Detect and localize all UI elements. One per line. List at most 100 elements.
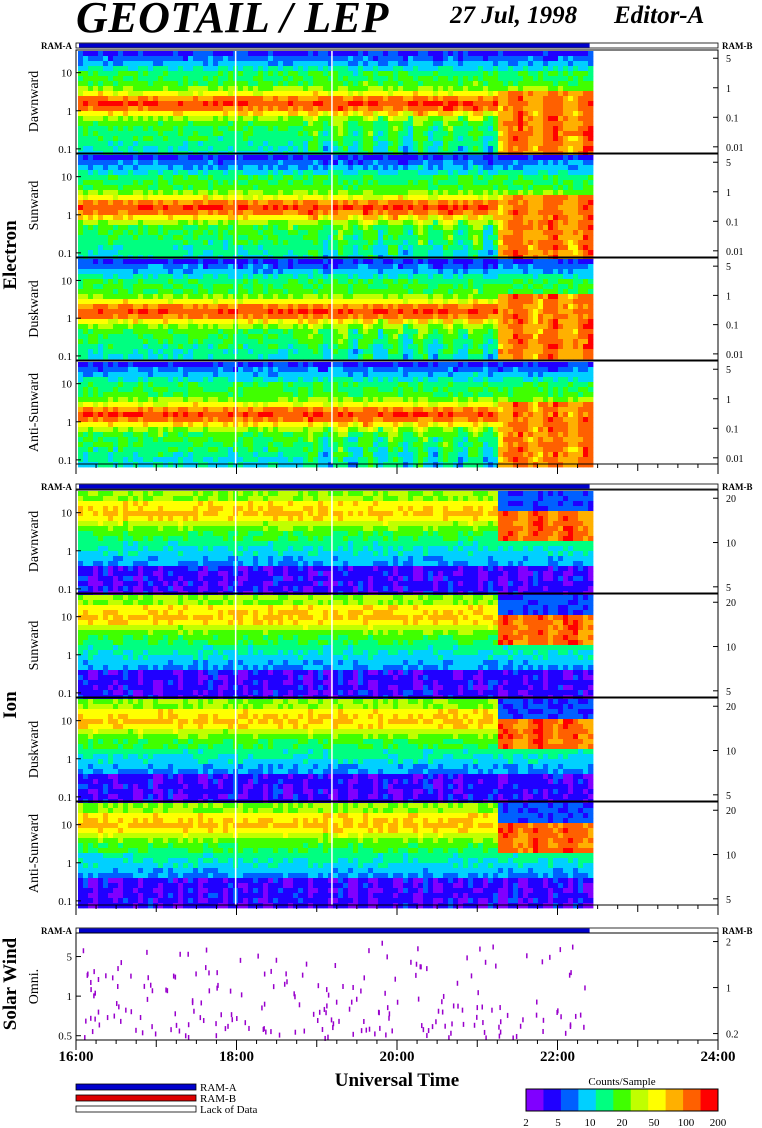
colorbar-segment [700,1089,719,1111]
colorbar-tick-label: 10 [585,1117,597,1128]
left-tick-label: 0.1 [58,688,72,700]
right-tick-label: 20 [726,702,736,713]
legend-swatch [75,1105,197,1113]
editor-label: Editor-A [614,2,705,29]
colorbar-tick-label: 2 [523,1117,529,1128]
mode-bar-left-label: RAM-A [41,926,72,936]
right-tick-label: 5 [726,365,731,376]
colorbar-segment [630,1089,649,1111]
colorbar-tick-label: 100 [678,1117,695,1128]
spectrogram-electron-1 [78,154,594,261]
left-tick-label: 1 [67,546,73,558]
spectrogram-electron-2 [78,258,594,360]
group-label: Solar Wind [0,937,21,1030]
right-tick-label: 0.01 [726,454,744,465]
mode-bar-right-label: RAM-B [722,41,753,51]
x-tick-label: 22:00 [540,1049,575,1065]
right-tick-label: 10 [726,643,736,654]
right-tick-label: 20 [726,598,736,609]
colorbar-segment [665,1089,684,1111]
panel-frame [75,49,719,154]
left-tick-label: 1 [67,210,73,222]
panel-label: Anti-Sunward [27,814,42,893]
colorbar: Counts/Sample 2 5 10 20 50 100 200 [523,1076,727,1128]
panel-frame [75,153,719,258]
left-tick-label: 0.1 [58,896,72,908]
right-tick-label: 10 [726,747,736,758]
colorbar-segment [560,1089,579,1111]
colorbar-segment [613,1089,632,1111]
right-tick-label: 1 [726,188,731,199]
colorbar-segment [526,1089,544,1111]
right-tick-label: 2 [726,938,731,949]
group-label: Electron [0,220,21,290]
time-axis-ticks [75,905,719,915]
right-tick-label: 0.01 [726,143,744,154]
right-tick-label: 5 [726,895,731,906]
spectrogram-electron-0 [78,50,594,157]
left-tick-label: 1 [67,754,73,766]
colorbar-tick-label: 50 [649,1117,661,1128]
left-tick-label: 0.5 [58,1031,72,1043]
page-title: GEOTAIL / LEP [76,0,389,42]
mode-bar-left-label: RAM-A [41,41,72,51]
right-tick-label: 5 [726,583,731,594]
left-tick-label: 1 [67,858,73,870]
left-tick-label: 10 [61,612,73,624]
panel-label: Sunward [27,621,42,671]
right-tick-label: 5 [726,158,731,169]
left-tick-label: 1 [67,313,73,325]
colorbar-segment [595,1089,614,1111]
left-tick-label: 10 [61,716,73,728]
left-tick-label: 1 [67,991,73,1003]
mode-bar-left-label: RAM-A [41,482,72,492]
colorbar-segment [648,1089,667,1111]
spectrogram-ion-1 [78,594,594,701]
mode-bar-electron: RAM-A RAM-B [41,41,753,51]
right-tick-label: 0.01 [726,350,744,361]
right-tick-label: 20 [726,806,736,817]
mode-bar-solar-wind: RAM-A RAM-B [41,926,753,936]
panel-label: Duskward [27,721,42,779]
mode-bar-right-label: RAM-B [722,482,753,492]
date-label: 27 Jul, 1998 [450,2,578,29]
panel-label: Anti-Sunward [27,373,42,452]
right-tick-label: 5 [726,791,731,802]
panel-frame [75,932,719,1041]
panel-label: Sunward [27,181,42,231]
panel-frame [75,697,719,802]
legend-item-label: RAM-A [200,1082,237,1094]
right-tick-label: 0.1 [726,217,739,228]
right-tick-label: 0.01 [726,247,744,258]
x-axis-title: Universal Time [335,1070,459,1091]
right-tick-label: 20 [726,494,736,505]
mode-bar-right-label: RAM-B [722,926,753,936]
left-tick-label: 10 [61,68,73,80]
time-axis-ticks [75,464,719,474]
left-tick-label: 1 [67,417,73,429]
panel-label: Dawnward [27,71,42,132]
panel-label: Omni. [27,969,42,1004]
spectrogram-ion-3 [78,802,594,909]
left-tick-label: 10 [61,275,73,287]
left-tick-label: 5 [67,952,73,964]
left-tick-label: 1 [67,650,73,662]
left-tick-label: 0.1 [58,351,72,363]
colorbar-segment [683,1089,702,1111]
left-tick-label: 0.1 [58,144,72,156]
group-label: Ion [0,691,21,719]
left-tick-label: 0.1 [58,455,72,467]
legend-swatch [75,1094,197,1102]
right-tick-label: 0.1 [726,321,739,332]
panel-frame [75,593,719,698]
left-tick-label: 0.1 [58,248,72,260]
panel-label: Dawnward [27,511,42,572]
left-tick-label: 10 [61,820,73,832]
x-tick-label: 24:00 [701,1049,736,1065]
x-tick-label: 18:00 [219,1049,254,1065]
spectrogram-electron-3 [78,361,594,468]
colorbar-segment [543,1089,562,1111]
colorbar-segment [578,1089,597,1111]
colorbar-tick-label: 200 [710,1117,727,1128]
